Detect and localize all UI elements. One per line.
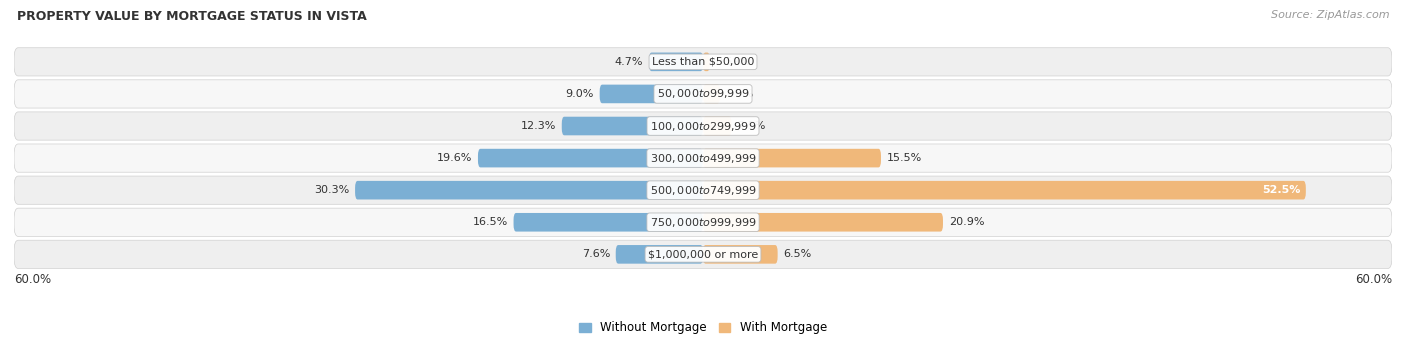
Text: Less than $50,000: Less than $50,000 — [652, 57, 754, 67]
FancyBboxPatch shape — [703, 181, 1306, 200]
Text: 52.5%: 52.5% — [1261, 185, 1301, 195]
FancyBboxPatch shape — [14, 80, 1392, 108]
FancyBboxPatch shape — [14, 240, 1392, 269]
Text: 4.7%: 4.7% — [614, 57, 644, 67]
Text: $50,000 to $99,999: $50,000 to $99,999 — [657, 87, 749, 100]
FancyBboxPatch shape — [562, 117, 703, 135]
Text: 19.6%: 19.6% — [437, 153, 472, 163]
FancyBboxPatch shape — [478, 149, 703, 167]
Text: 1.5%: 1.5% — [725, 89, 754, 99]
FancyBboxPatch shape — [703, 85, 720, 103]
Text: 30.3%: 30.3% — [314, 185, 349, 195]
Text: $1,000,000 or more: $1,000,000 or more — [648, 249, 758, 259]
Text: 60.0%: 60.0% — [1355, 273, 1392, 286]
FancyBboxPatch shape — [599, 85, 703, 103]
FancyBboxPatch shape — [703, 245, 778, 264]
FancyBboxPatch shape — [14, 208, 1392, 236]
Text: $300,000 to $499,999: $300,000 to $499,999 — [650, 152, 756, 165]
Text: 0.59%: 0.59% — [716, 57, 751, 67]
Text: $500,000 to $749,999: $500,000 to $749,999 — [650, 184, 756, 197]
FancyBboxPatch shape — [703, 213, 943, 232]
FancyBboxPatch shape — [703, 53, 710, 71]
FancyBboxPatch shape — [703, 149, 882, 167]
Text: 60.0%: 60.0% — [14, 273, 51, 286]
Text: PROPERTY VALUE BY MORTGAGE STATUS IN VISTA: PROPERTY VALUE BY MORTGAGE STATUS IN VIS… — [17, 10, 367, 23]
Text: 12.3%: 12.3% — [520, 121, 555, 131]
Text: 9.0%: 9.0% — [565, 89, 593, 99]
FancyBboxPatch shape — [14, 144, 1392, 172]
Text: 7.6%: 7.6% — [582, 249, 610, 259]
Text: Source: ZipAtlas.com: Source: ZipAtlas.com — [1271, 10, 1389, 20]
FancyBboxPatch shape — [14, 176, 1392, 204]
Text: $100,000 to $299,999: $100,000 to $299,999 — [650, 120, 756, 133]
FancyBboxPatch shape — [703, 117, 731, 135]
Text: 16.5%: 16.5% — [472, 217, 508, 227]
Text: 15.5%: 15.5% — [887, 153, 922, 163]
FancyBboxPatch shape — [650, 53, 703, 71]
FancyBboxPatch shape — [356, 181, 703, 200]
Text: 2.5%: 2.5% — [738, 121, 766, 131]
Text: 6.5%: 6.5% — [783, 249, 811, 259]
Text: 20.9%: 20.9% — [949, 217, 984, 227]
Legend: Without Mortgage, With Mortgage: Without Mortgage, With Mortgage — [574, 317, 832, 339]
Text: $750,000 to $999,999: $750,000 to $999,999 — [650, 216, 756, 229]
FancyBboxPatch shape — [616, 245, 703, 264]
FancyBboxPatch shape — [14, 112, 1392, 140]
FancyBboxPatch shape — [14, 48, 1392, 76]
FancyBboxPatch shape — [513, 213, 703, 232]
